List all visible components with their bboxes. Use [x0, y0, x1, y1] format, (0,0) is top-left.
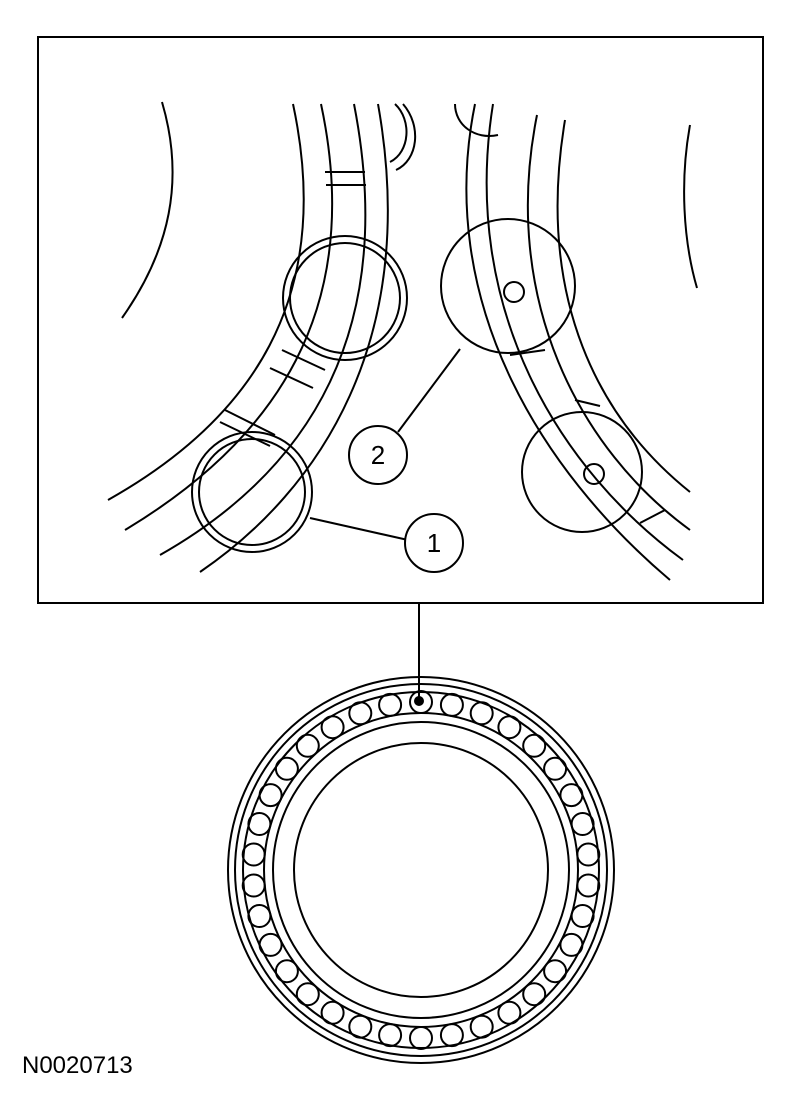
- roller: [295, 982, 320, 1007]
- left-ring-group: [107, 103, 417, 573]
- roller: [497, 1000, 522, 1025]
- roller: [409, 690, 433, 714]
- roller: [576, 842, 601, 867]
- leader-line-1: [309, 517, 409, 541]
- roller: [570, 812, 595, 836]
- leader-line-2: [397, 348, 461, 433]
- roller: [497, 715, 522, 740]
- figure-id: N0020713: [22, 1052, 133, 1079]
- roller: [570, 904, 595, 928]
- roller: [439, 692, 464, 717]
- roller: [439, 1023, 464, 1048]
- roller: [282, 235, 408, 361]
- roller: [258, 932, 283, 957]
- roller: [559, 932, 584, 957]
- roller: [320, 715, 345, 740]
- roller: [247, 904, 272, 928]
- roller: [191, 431, 313, 553]
- roller: [247, 812, 272, 836]
- outer-race-outer: [227, 676, 615, 1064]
- roller: [378, 1023, 403, 1048]
- roller: [521, 411, 643, 533]
- roller-ring: [241, 690, 601, 1050]
- roller: [559, 783, 584, 808]
- roller-pin: [583, 463, 605, 485]
- callout-2-label: 2: [371, 440, 385, 470]
- right-ring-group: [440, 103, 691, 581]
- roller: [295, 733, 320, 758]
- roller: [320, 1000, 345, 1025]
- inner-race-outer: [263, 712, 579, 1028]
- roller: [522, 733, 547, 758]
- roller: [348, 1014, 373, 1039]
- bearing-overview: [227, 676, 615, 1064]
- roller: [274, 756, 299, 781]
- roller: [258, 783, 283, 808]
- roller: [543, 959, 568, 984]
- outer-race-inner: [234, 683, 608, 1057]
- inner-race-arc-right: [683, 124, 698, 289]
- roller: [274, 959, 299, 984]
- roller: [348, 701, 373, 726]
- detail-anchor-dot: [414, 696, 424, 706]
- callout-1: 1: [404, 513, 464, 573]
- roller: [469, 1014, 494, 1039]
- roller: [409, 1026, 433, 1050]
- detail-view-frame: [37, 36, 764, 604]
- inner-race-inner: [272, 721, 570, 1019]
- roller: [469, 701, 494, 726]
- bore: [293, 742, 549, 998]
- inner-race-arc-left: [121, 101, 174, 319]
- roller: [543, 756, 568, 781]
- roller: [576, 873, 601, 898]
- roller: [378, 692, 403, 717]
- callout-2: 2: [348, 425, 408, 485]
- roller: [198, 438, 306, 546]
- callout-1-label: 1: [427, 528, 441, 558]
- roller: [241, 873, 266, 898]
- roller: [289, 242, 401, 354]
- roller-pin: [503, 281, 525, 303]
- roller: [522, 982, 547, 1007]
- detail-view-drawing: [107, 101, 698, 581]
- roller: [440, 218, 576, 354]
- roller: [241, 842, 266, 867]
